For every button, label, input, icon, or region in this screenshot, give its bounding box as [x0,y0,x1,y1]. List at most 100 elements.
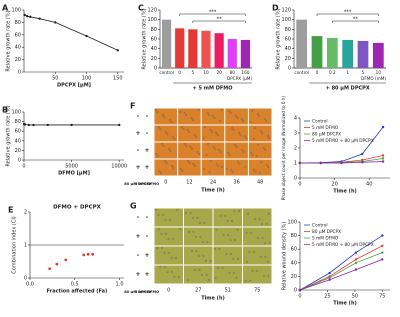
micrograph-texture [160,246,164,250]
micrograph-texture [212,114,215,118]
micrograph-texture [168,218,172,222]
legend-label: 80 μM DPCPX [312,229,341,235]
y-tick-label: 100 [11,8,21,14]
micrograph-texture [236,257,240,261]
x-axis-label: Fraction affected (Fa) [47,289,108,295]
micrograph-texture [215,228,218,232]
micrograph-texture [267,212,271,216]
column-header: 5 mM DFMO [135,290,159,294]
micrograph-texture [195,249,198,253]
row-sign: + [144,147,149,154]
y-tick-label: 60 [285,37,291,43]
point [54,21,57,24]
point [354,258,358,261]
y-tick-label: 40 [15,45,21,51]
x-tick-label: 0.5 [71,282,79,288]
x-axis-label: Time (h) [201,188,225,194]
micrograph [213,227,242,246]
micrograph-texture [206,142,210,146]
micrograph-texture [222,233,225,237]
row-sign: + [144,271,149,278]
legend-label: 80 μM DPCPX [312,132,341,138]
micrograph-texture [249,120,252,124]
micrograph-texture [170,120,173,124]
micrograph-texture [205,153,208,157]
point [55,262,59,266]
point [82,253,86,257]
y-tick-label: 40 [291,260,297,266]
x-axis-label: DFMO [μM] [58,171,90,177]
row-sign: - [137,147,140,154]
panel-letter: E [8,206,13,215]
micrograph-texture [219,119,222,123]
point [354,251,358,254]
x-tick-label: 0 [298,182,301,188]
micrograph-texture [158,169,161,173]
x-tick-label: 40 [366,182,372,188]
chart-title: DFMO + DPCPX [53,205,102,211]
micrograph [178,125,201,142]
micrograph-texture [262,274,266,278]
point [64,258,68,262]
y-axis-label: Relative growth rate (%) [6,10,12,71]
micrograph-texture [190,249,194,253]
x-tick-label: 10 [203,70,209,75]
micrograph [243,265,272,284]
micrograph-texture [256,236,260,240]
micrograph-texture [235,145,238,149]
point [25,15,29,18]
micrograph-texture [242,150,245,154]
micrograph-texture [186,128,189,132]
micrograph-texture [206,111,209,115]
micrograph [154,227,183,246]
micrograph [248,108,272,125]
x-tick-label: control [294,70,309,75]
point [381,125,385,129]
micrograph-texture [254,126,257,130]
row-sign: + [144,252,149,259]
x-tick-label: 160 [241,70,249,75]
micrograph-texture [169,149,172,153]
micrograph-texture [157,213,160,217]
micrograph [243,246,272,265]
micrograph-texture [156,246,159,250]
time-label: 27 [195,288,201,294]
micrograph-texture [154,208,158,212]
point [381,258,384,261]
micrograph [225,159,248,176]
point [319,161,322,165]
micrograph-texture [190,116,193,120]
micrograph-texture [164,232,168,236]
micrograph-texture [250,151,253,155]
micrograph-texture [228,153,231,157]
y-tick-label: 40 [15,138,21,144]
point [381,244,384,247]
micrograph-texture [265,119,268,123]
micrograph-texture [160,142,164,146]
row-sign: + [135,233,140,240]
micrograph-texture [159,265,162,269]
bar [175,28,185,68]
micrograph-texture [170,270,174,274]
micrograph-texture [170,256,173,260]
significance-bracket [192,20,246,23]
caption: + 5 mM DFMO [193,86,233,92]
micrograph [201,125,225,142]
bar [357,40,369,68]
y-tick-label: 80 [15,20,21,26]
y-tick-label: 20 [15,57,21,63]
micrograph-texture [231,126,234,130]
y-tick-label: 80 [291,233,297,239]
y-axis-label: Relative growth rate (%) [142,8,148,69]
micrograph-texture [192,230,195,234]
series-line [299,259,383,291]
micrograph-texture [253,168,256,172]
x-tick-label: control [159,70,174,75]
point [23,123,27,126]
micrograph-texture [196,150,199,154]
panel-letter: A [2,4,9,13]
y-tick-label: 100 [287,220,297,226]
micrograph-texture [193,133,196,137]
panel-letter: D [272,4,279,13]
point [48,267,52,271]
